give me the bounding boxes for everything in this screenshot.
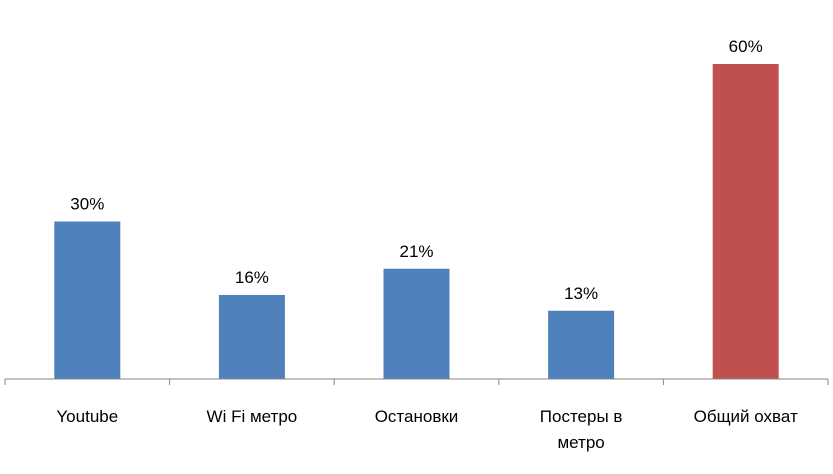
bar [218,295,285,379]
data-label: 60% [729,37,763,56]
bar [54,221,121,379]
x-tick-label: Youtube [56,407,119,426]
x-tick-label: Остановки [374,407,459,426]
bar [383,268,450,379]
data-label: 21% [399,242,433,261]
x-tick-label: Wi Fi метро [206,407,298,426]
x-tick-label: Общий охват [693,407,798,426]
bar [712,64,779,379]
data-label: 16% [235,268,269,287]
bar [548,310,615,379]
data-label: 30% [70,195,104,214]
data-label: 13% [564,284,598,303]
x-tick-label: Постеры в метро [539,407,623,452]
